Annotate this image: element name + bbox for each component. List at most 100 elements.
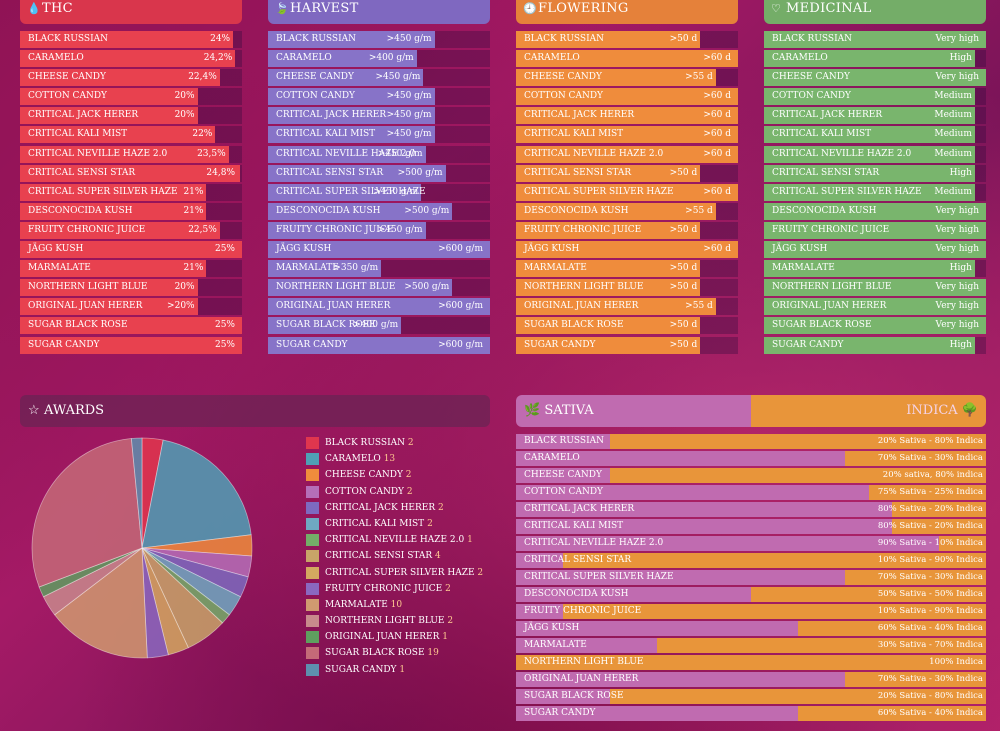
bar-fill <box>268 279 453 297</box>
list-item: NORTHERN LIGHT BLUE 20% <box>20 279 242 297</box>
strain-value: 22,4% <box>188 72 217 83</box>
sativa-fill <box>516 672 845 687</box>
leaf-icon: 🍃 <box>275 2 289 15</box>
strain-value: >450 g/m <box>386 34 432 44</box>
list-item: CRITICAL NEVILLE HAZE 2.0 23,5% <box>20 145 242 163</box>
bar-fill <box>516 279 701 297</box>
bar-fill <box>516 69 716 87</box>
strain-label: BLACK RUSSIAN <box>524 34 605 44</box>
strain-label: SUGAR CANDY <box>524 339 596 350</box>
strain-value: >450 g/m <box>386 129 432 140</box>
legend-swatch <box>306 582 319 595</box>
strain-label: FRUITY CHRONIC JUICE <box>28 224 146 235</box>
strain-label: CARAMELO <box>28 53 84 64</box>
ratio-text: 30% Sativa - 70% Indica <box>877 640 983 650</box>
pie-slice <box>141 547 224 649</box>
legend-item: ORIGINAL JUAN HERER 1 <box>306 631 483 647</box>
strain-label: BLACK RUSSIAN <box>28 34 109 44</box>
legend-swatch <box>306 663 319 676</box>
bar-fill <box>20 126 216 144</box>
legend-swatch <box>306 566 319 579</box>
legend-item: BLACK RUSSIAN 2 <box>306 437 483 453</box>
list-item: CRITICAL SUPER SILVER HAZE 21% <box>20 183 242 201</box>
strain-value: Very high <box>935 320 979 331</box>
list-item: BLACK RUSSIAN >50 d <box>516 31 738 48</box>
ratio-text: 100% Indica <box>929 657 983 667</box>
pie-slice <box>141 534 253 557</box>
bar-fill <box>764 260 975 278</box>
list-item: SUGAR CANDY 60% Sativa - 40% Indica <box>516 706 986 721</box>
strain-label: CARAMELO <box>524 453 580 463</box>
strain-value: >50 d <box>669 224 698 235</box>
list-item: DESCONOCIDA KUSH 21% <box>20 202 242 220</box>
list-item: DESCONOCIDA KUSH >500 g/m <box>268 202 490 220</box>
ratio-text: 70% Sativa - 30% Indica <box>877 453 983 463</box>
list-item: FRUITY CHRONIC JUICE >450 g/m <box>268 221 490 239</box>
list-item: CARAMELO 70% Sativa - 30% Indica <box>516 451 986 466</box>
ratio-text: 80% Sativa - 20% Indica <box>877 504 983 514</box>
legend-label: BLACK RUSSIAN <box>325 438 406 448</box>
list-item: JÄGG KUSH 25% <box>20 241 242 259</box>
list-item: SUGAR BLACK ROSE >400 g/m <box>268 317 490 335</box>
bar-fill <box>516 31 701 48</box>
strain-label: CRITICAL JACK HERER <box>28 110 139 121</box>
legend-item: CRITICAL JACK HERER 2 <box>306 501 483 518</box>
strain-value: Very high <box>935 205 979 216</box>
strain-label: FRUITY CHRONIC JUICE <box>524 224 642 235</box>
bar-fill <box>268 126 435 144</box>
strain-label: DESCONOCIDA KUSH <box>28 205 133 216</box>
ratio-text: 20% Sativa - 80% Indica <box>877 436 983 446</box>
ratio-text: 70% Sativa - 30% Indica <box>877 674 983 684</box>
sativa-indica-header: 🌿 SATIVA INDICA 🌳 <box>516 395 986 427</box>
strain-label: NORTHERN LIGHT BLUE <box>772 282 892 293</box>
list-item: MARMALATE 21% <box>20 260 242 278</box>
strain-label: SUGAR CANDY <box>276 339 348 350</box>
strain-label: CHEESE CANDY <box>524 72 602 83</box>
strain-value: Very high <box>935 244 979 255</box>
sativa-header-fill <box>516 395 751 427</box>
legend-count: 1 <box>399 664 406 675</box>
sativa-title: 🌿 SATIVA <box>524 403 594 418</box>
strain-value: >60 d <box>703 244 731 255</box>
legend-count: 1 <box>442 632 448 643</box>
list-item: DESCONOCIDA KUSH Very high <box>764 202 986 220</box>
strain-label: CRITICAL KALI MIST <box>276 129 376 140</box>
strain-value: 22% <box>192 129 213 140</box>
bar-fill <box>516 221 701 239</box>
bar-fill <box>764 69 986 87</box>
strain-value: 24,2% <box>203 53 233 64</box>
bar-fill <box>268 88 435 106</box>
strain-value: >450 g/m <box>377 148 423 159</box>
panel-thc-title: THC <box>42 1 73 16</box>
strain-label: CHEESE CANDY <box>524 470 602 480</box>
strain-value: >60 d <box>703 129 731 140</box>
strain-value: >50 d <box>669 339 698 350</box>
list-item: CRITICAL SENSI STAR >50 d <box>516 164 738 182</box>
strain-value: High <box>949 167 972 178</box>
sativa-fill <box>516 451 845 466</box>
pie-slice <box>141 547 230 624</box>
list-item: CRITICAL SUPER SILVER HAZE Medium <box>764 183 986 201</box>
panel-harvest-header: 🍃 HARVEST <box>268 0 490 24</box>
bar-fill <box>20 31 234 48</box>
list-item: MARMALATE >350 g/m <box>268 260 490 278</box>
bar-fill <box>268 260 382 278</box>
list-item: JÄGG KUSH >600 g/m <box>268 241 490 259</box>
strain-label: JÄGG KUSH <box>276 244 332 255</box>
strain-value: >55 d <box>685 205 713 216</box>
bar-fill <box>20 69 220 87</box>
ratio-text: 70% Sativa - 30% Indica <box>877 572 983 582</box>
strain-label: MARMALATE <box>276 263 339 274</box>
list-item: CARAMELO 24,2% <box>20 50 242 68</box>
bar-fill <box>268 298 490 316</box>
strain-label: BLACK RUSSIAN <box>524 436 605 446</box>
strain-value: >600 g/m <box>438 339 483 350</box>
legend-swatch <box>306 534 319 547</box>
strain-label: CRITICAL SUPER SILVER HAZE <box>276 186 426 197</box>
legend-swatch <box>306 453 319 466</box>
legend-item: COTTON CANDY 2 <box>306 485 483 502</box>
sativa-fill <box>516 519 892 534</box>
bar-fill <box>20 260 207 278</box>
strain-label: CRITICAL NEVILLE HAZE 2.0 <box>524 538 664 548</box>
strain-value: Medium <box>934 186 972 197</box>
